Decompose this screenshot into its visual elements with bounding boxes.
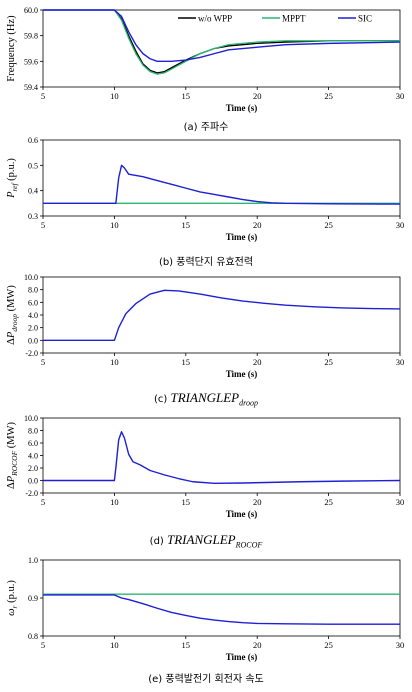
x-tick-label: 5 [41, 497, 45, 507]
y-tick-label: 8.0 [28, 286, 38, 295]
y-tick-label: 2.0 [28, 464, 38, 473]
x-tick-label: 30 [396, 357, 405, 367]
x-tick-label: 5 [41, 91, 45, 101]
plot-frame [42, 139, 401, 217]
caption-c-sub: droop [239, 398, 258, 408]
y-tick-label: 4.0 [28, 452, 38, 461]
x-tick-label: 30 [396, 220, 405, 230]
chart-a: 5 10 15 20 25 30 59.4 59.6 59.8 60.0 Time (s) Frequ… [6, 6, 404, 113]
y-axis-label: ΔPdroop (MW) [6, 285, 19, 345]
series-line-sic [43, 9, 401, 63]
x-tick-label: 20 [253, 91, 262, 101]
caption-c-main: TRIANGLEP [170, 390, 240, 405]
x-tick-label: 15 [182, 220, 191, 230]
y-tick-label: 10.0 [24, 273, 38, 282]
x-tick-label: 30 [396, 497, 405, 507]
y-tick-label: 0.5 [28, 161, 38, 170]
y-tick-label: 59.8 [24, 32, 38, 41]
series-line-sic [43, 431, 401, 485]
y-tick-label: 59.6 [24, 57, 38, 66]
chart-b: 5 10 15 20 25 30 0.3 0.4 0.5 0.6 Time (s) Pref (p.u… [6, 136, 404, 242]
x-tick-label: 20 [253, 640, 262, 650]
x-tick-label: 25 [324, 640, 333, 650]
chart-c: 5 10 15 20 25 30 -2.0 0.0 2.0 4.0 6.0 8.0 10.0 Time (… [6, 273, 404, 379]
series-line-mppt [43, 9, 400, 75]
x-tick-label: 5 [41, 220, 45, 230]
x-axis-label: Time (s) [226, 369, 258, 379]
y-tick-label: 0.6 [28, 136, 38, 145]
series-line-sic [43, 594, 400, 625]
y-tick-label: 0.3 [28, 212, 38, 221]
y-tick-label: 2.0 [28, 324, 38, 333]
x-axis-label: Time (s) [226, 103, 258, 113]
x-tick-label: 5 [41, 640, 45, 650]
caption-e: (e) 풍력발전기 회전자 속도 [148, 674, 264, 685]
caption-c: (c) TRIANGLEPdroop [0, 390, 412, 408]
x-tick-label: 25 [324, 220, 333, 230]
x-tick-label: 15 [182, 91, 191, 101]
y-tick-label: 1.0 [28, 556, 38, 565]
caption-d-sub: ROCOF [235, 540, 263, 550]
y-tick-label: 0.0 [28, 336, 38, 345]
y-tick-label: -2.0 [25, 349, 38, 358]
plot-frame [42, 276, 401, 354]
x-tick-label: 10 [110, 497, 119, 507]
x-tick-label: 10 [110, 640, 119, 650]
x-tick-label: 25 [324, 357, 333, 367]
x-axis-label: Time (s) [226, 509, 258, 519]
y-tick-label: 0.0 [28, 477, 38, 486]
y-axis-label: ωr (p.u.) [6, 580, 19, 616]
x-tick-label: 15 [182, 640, 191, 650]
y-tick-label: -2.0 [25, 489, 38, 498]
x-tick-label: 5 [41, 357, 45, 367]
caption-d-symbol: TRIANGLEPROCOF [167, 532, 263, 550]
x-tick-label: 30 [396, 640, 405, 650]
x-tick-label: 20 [253, 220, 262, 230]
legend-label: SIC [358, 14, 372, 24]
caption-d-prefix: (d) [149, 536, 164, 547]
series-line-sic [43, 164, 401, 205]
y-tick-label: 0.4 [28, 187, 38, 196]
x-tick-label: 10 [110, 357, 119, 367]
x-tick-label: 25 [324, 497, 333, 507]
y-tick-label: 8.0 [28, 427, 38, 436]
y-axis-label: Pref (p.u.) [6, 158, 19, 199]
x-tick-label: 20 [253, 357, 262, 367]
y-tick-label: 6.0 [28, 439, 38, 448]
x-tick-label: 25 [324, 91, 333, 101]
legend-label: w/o WPP [198, 14, 232, 24]
y-tick-label: 59.4 [24, 83, 38, 92]
caption-c-prefix: (c) [154, 394, 168, 405]
y-tick-label: 10.0 [24, 414, 38, 423]
y-tick-label: 60.0 [24, 6, 38, 15]
x-axis-label: Time (s) [226, 652, 258, 662]
caption-a: (a) 주파수 [183, 122, 229, 133]
caption-d-main: TRIANGLEP [167, 532, 236, 547]
x-tick-label: 30 [396, 91, 405, 101]
y-tick-label: 0.9 [28, 594, 38, 603]
series-line-sic [43, 289, 401, 342]
caption-c-symbol: TRIANGLEPdroop [170, 390, 258, 408]
x-tick-label: 15 [182, 497, 191, 507]
y-axis-label: ΔPROCOF (MW) [6, 421, 19, 489]
legend-label: MPPT [282, 14, 306, 24]
chart-e: 5 10 15 20 25 30 0.8 0.9 1.0 Time (s) ωr (p.u.) [6, 556, 404, 662]
y-tick-label: 4.0 [28, 311, 38, 320]
y-axis-label: Frequency (Hz) [6, 15, 17, 82]
x-tick-label: 10 [110, 91, 119, 101]
x-tick-label: 20 [253, 497, 262, 507]
series-line-w-o-wpp [43, 9, 400, 74]
y-tick-label: 0.8 [28, 632, 38, 641]
caption-d: (d) TRIANGLEPROCOF [0, 532, 412, 550]
y-tick-label: 6.0 [28, 298, 38, 307]
caption-b: (b) 풍력단지 유효전력 [158, 257, 254, 268]
x-tick-label: 15 [182, 357, 191, 367]
chart-d: 5 10 15 20 25 30 -2.0 0.0 2.0 4.0 6.0 8.0 10.0 Time (… [6, 414, 404, 519]
x-axis-label: Time (s) [226, 232, 258, 242]
x-tick-label: 10 [110, 220, 119, 230]
plot-frame [42, 9, 401, 88]
